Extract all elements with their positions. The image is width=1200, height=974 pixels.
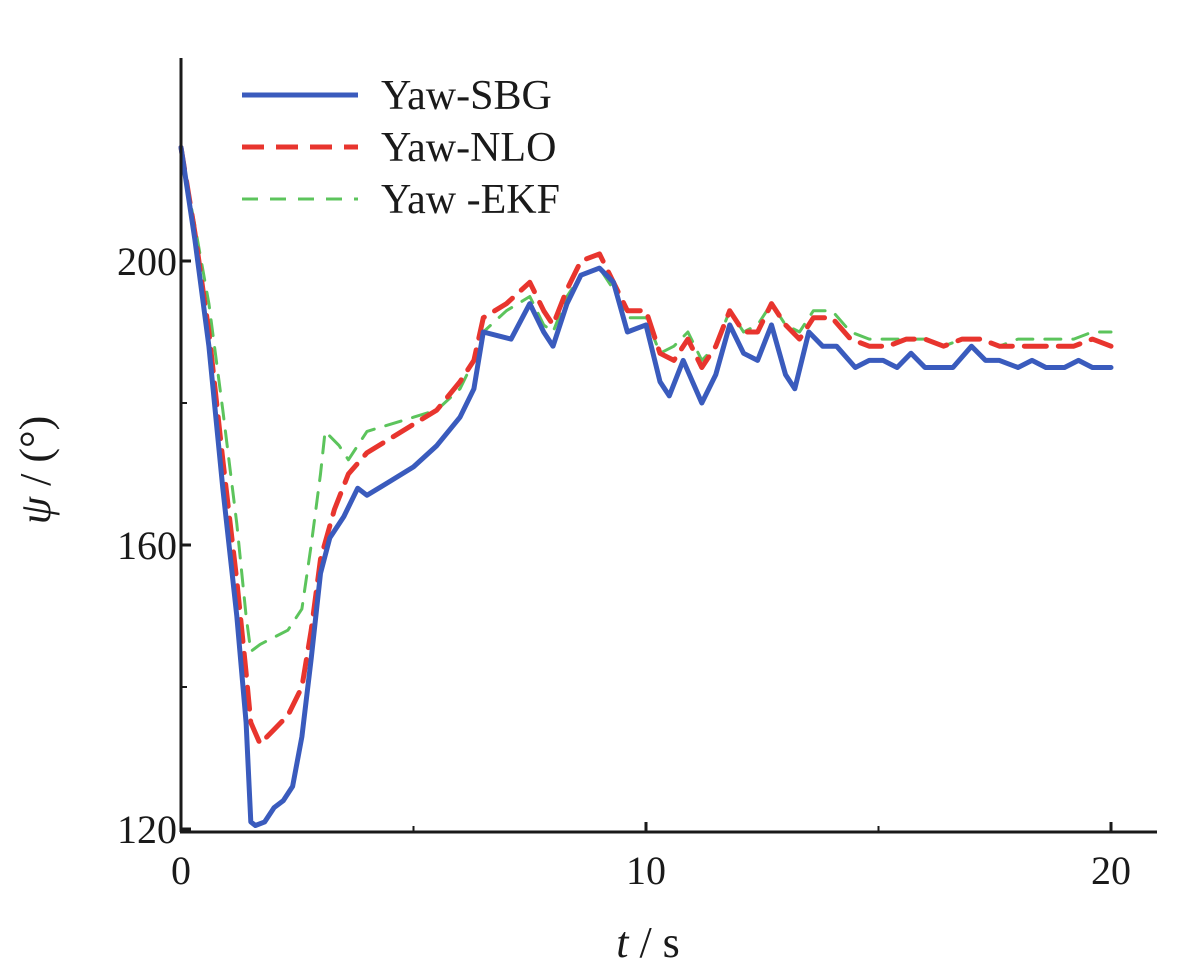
x-tick-label: 0 [171, 848, 191, 893]
legend-label-yaw-nlo: Yaw-NLO [381, 125, 556, 171]
x-axis-unit: / s [628, 918, 679, 967]
series-layer [178, 144, 1114, 828]
series-line-yaw-sbg [178, 144, 1114, 828]
legend-label-yaw-sbg: Yaw-SBG [381, 73, 552, 119]
legend: Yaw-SBG Yaw-NLO Yaw -EKF [242, 73, 560, 223]
x-axis-symbol: t [616, 918, 630, 967]
x-axis-label: t / s [616, 918, 680, 967]
y-tick-label: 200 [117, 239, 177, 284]
legend-label-yaw-ekf: Yaw -EKF [381, 177, 560, 223]
axes-layer: 0 10 20 120 160 200 [117, 58, 1157, 893]
y-axis-symbol: ψ [11, 496, 60, 524]
y-tick-label: 120 [117, 807, 177, 852]
series-line-yaw-nlo [178, 144, 1114, 747]
y-axis-unit: / (°) [11, 416, 60, 497]
x-tick-label: 10 [626, 848, 666, 893]
y-tick-label: 160 [117, 523, 177, 568]
y-axis-label: ψ / (°) [11, 416, 60, 524]
x-tick-label: 20 [1091, 848, 1131, 893]
axis-labels: t / s ψ / (°) [11, 416, 680, 967]
